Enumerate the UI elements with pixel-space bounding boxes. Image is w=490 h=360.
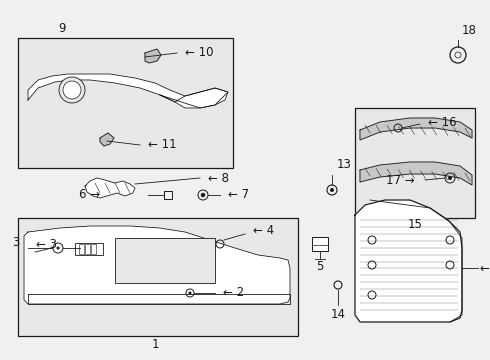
Bar — [18, 38, 233, 168]
Text: 9: 9 — [58, 22, 66, 35]
Bar — [85, 244, 90, 254]
Text: 15: 15 — [408, 219, 422, 231]
Polygon shape — [85, 178, 135, 198]
Text: 6 →: 6 → — [79, 189, 100, 202]
Text: 18: 18 — [462, 23, 477, 36]
Circle shape — [189, 292, 192, 294]
Circle shape — [56, 247, 59, 249]
Polygon shape — [145, 49, 161, 63]
Bar — [355, 108, 475, 218]
Circle shape — [448, 176, 452, 180]
Polygon shape — [360, 162, 472, 185]
Bar — [164, 191, 172, 199]
Bar — [115, 238, 215, 283]
Text: ← 16: ← 16 — [428, 116, 457, 129]
Text: 14: 14 — [330, 309, 345, 321]
Text: 3: 3 — [13, 237, 20, 249]
Bar — [79, 244, 84, 254]
Bar — [75, 243, 103, 255]
Bar — [312, 237, 328, 251]
Polygon shape — [360, 118, 472, 140]
Text: ← 8: ← 8 — [208, 171, 229, 184]
Text: ← 11: ← 11 — [148, 139, 176, 152]
Text: ← 4: ← 4 — [253, 225, 274, 238]
Polygon shape — [100, 133, 114, 146]
Text: 13: 13 — [337, 158, 352, 171]
Polygon shape — [355, 200, 462, 322]
Polygon shape — [160, 88, 228, 108]
Text: ← 10: ← 10 — [185, 46, 214, 59]
Polygon shape — [24, 226, 290, 304]
Text: ← 2: ← 2 — [223, 287, 244, 300]
Text: ← 3: ← 3 — [36, 238, 57, 251]
Text: 5: 5 — [317, 261, 324, 274]
Text: ← 7: ← 7 — [228, 189, 249, 202]
Text: ← 12: ← 12 — [480, 261, 490, 274]
Bar — [91, 244, 96, 254]
Circle shape — [63, 81, 81, 99]
Circle shape — [59, 77, 85, 103]
Text: 17 →: 17 → — [387, 174, 415, 186]
Circle shape — [201, 193, 205, 197]
Circle shape — [330, 188, 334, 192]
Polygon shape — [28, 74, 228, 108]
Text: 1: 1 — [151, 338, 159, 351]
Bar — [18, 218, 298, 336]
